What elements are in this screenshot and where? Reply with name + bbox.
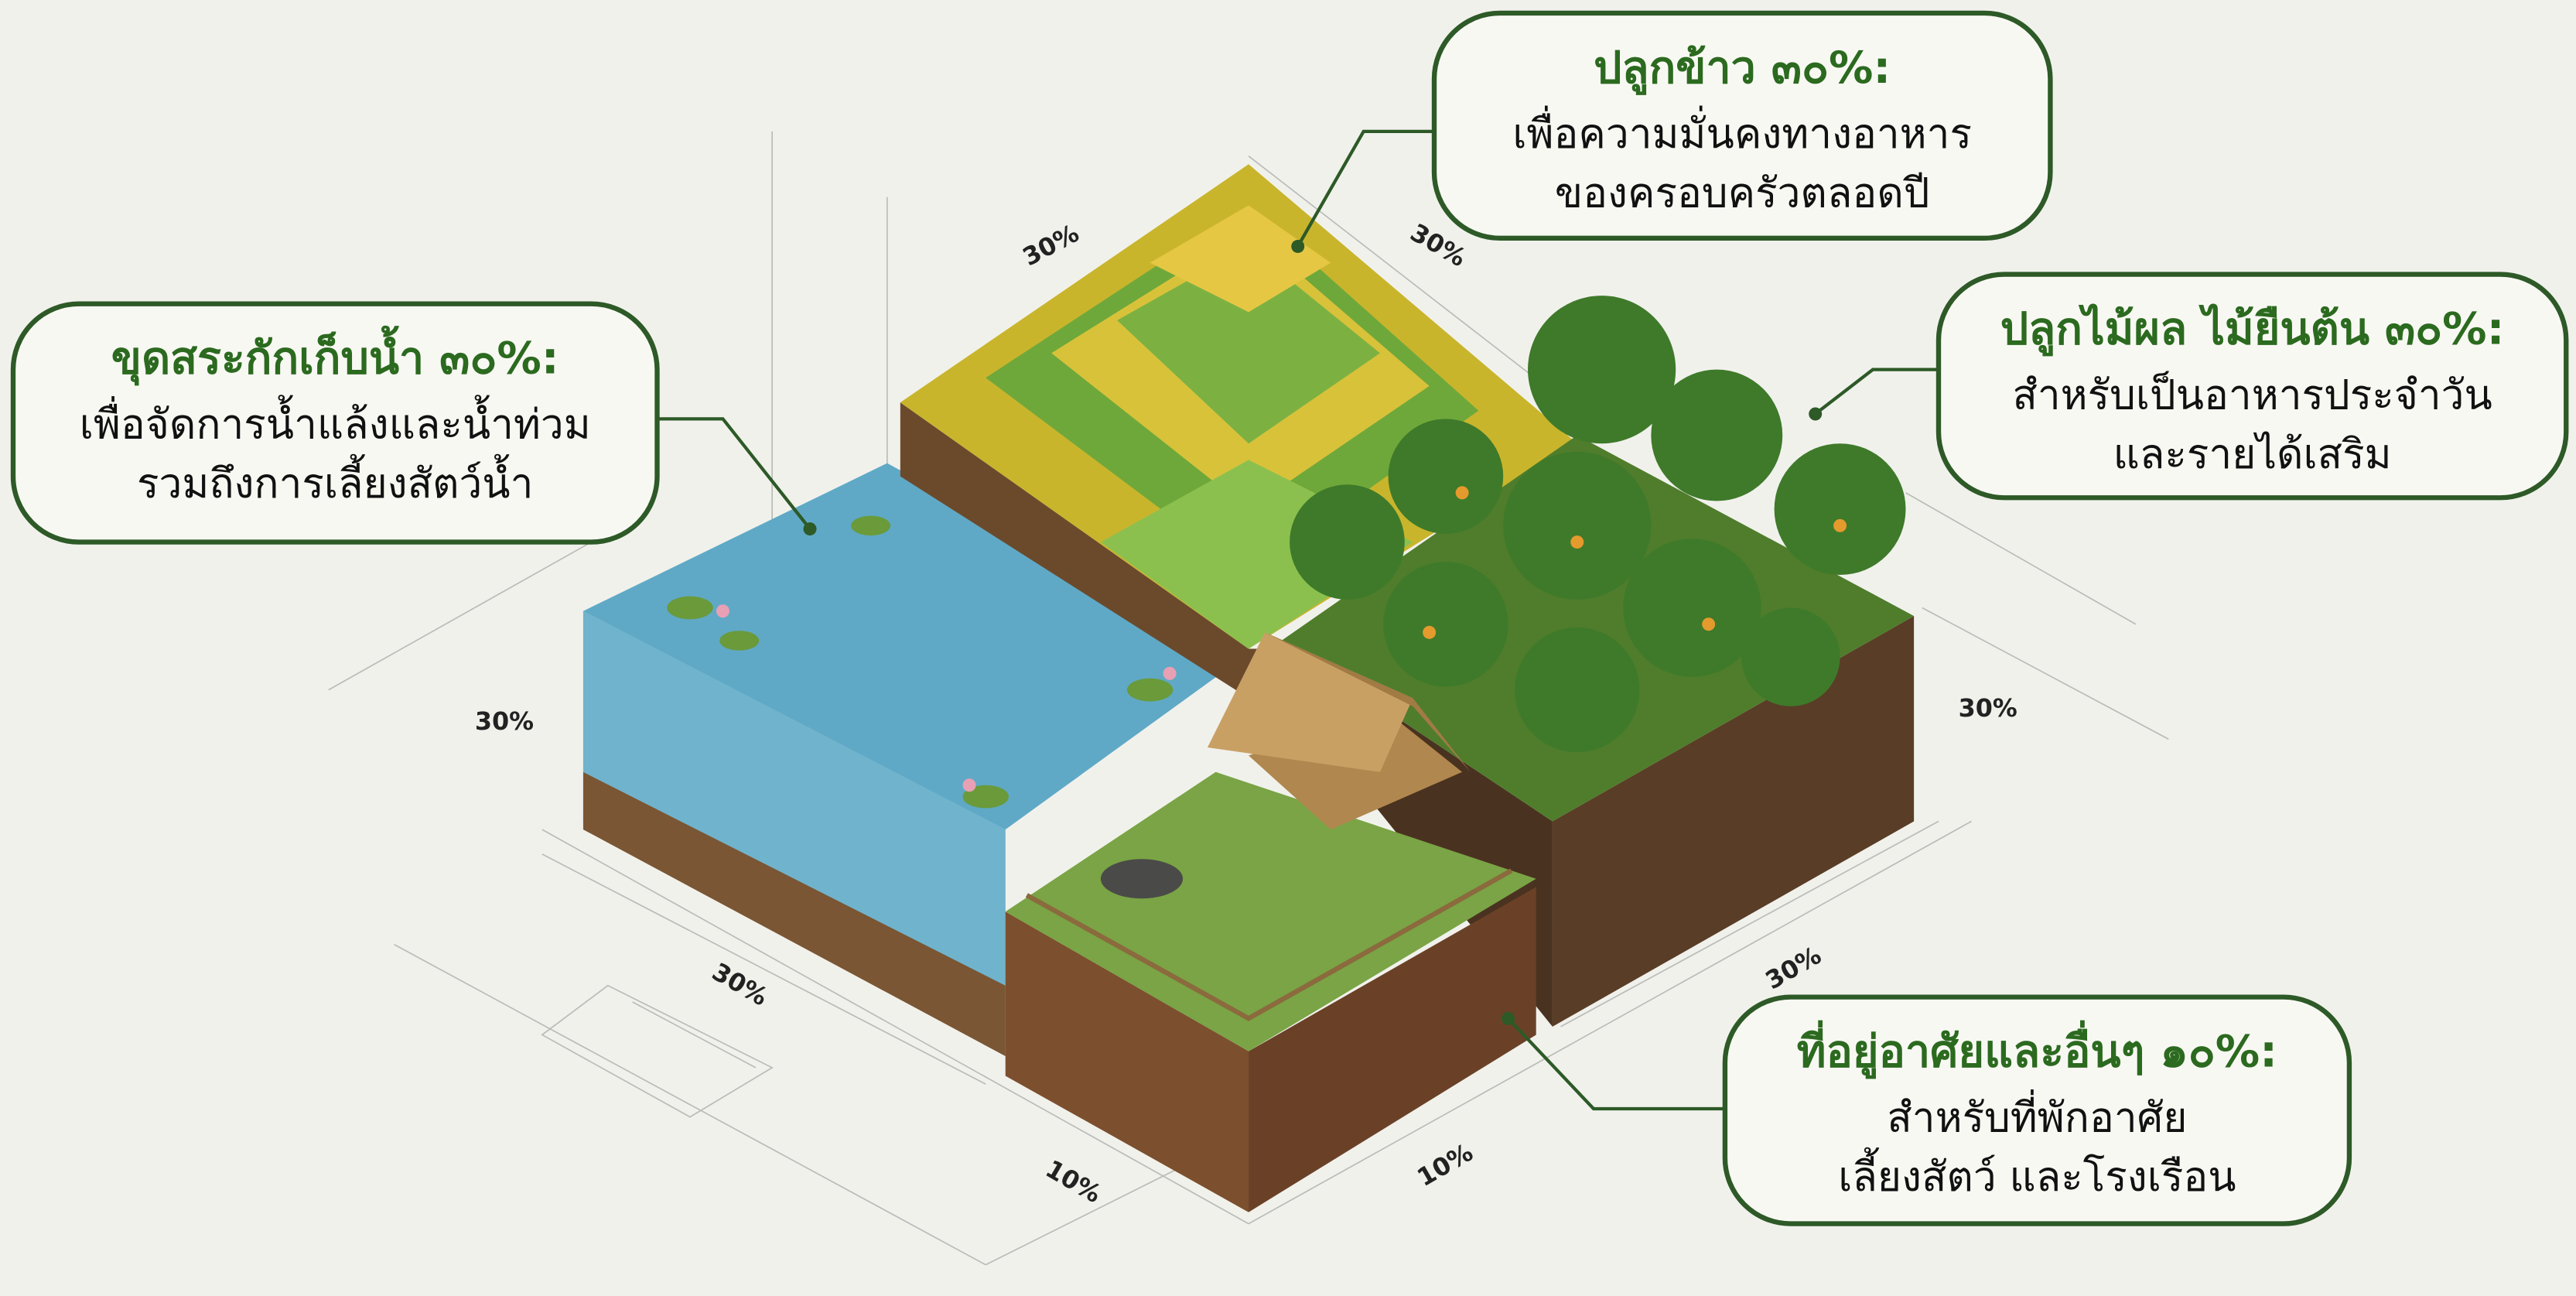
dimension-label: 30% bbox=[475, 706, 534, 736]
callout-title: ปลูกข้าว ๓๐%: bbox=[1594, 42, 1891, 95]
callout-title: ที่อยู่อาศัยและอื่นๆ ๑๐%: bbox=[1797, 1021, 2277, 1079]
callout-title: ขุดสระกักเก็บน้ำ ๓๐%: bbox=[111, 326, 559, 387]
callout-text: เพื่อความมั่นคงทางอาหาร bbox=[1512, 105, 1972, 158]
leader-dot bbox=[1291, 240, 1304, 253]
page: 30%30%30%30%30%30%10%10% ปลูกข้าว ๓๐%:เพ… bbox=[0, 0, 2576, 1296]
callout-text: ของครอบครัวตลอดปี bbox=[1555, 169, 1930, 217]
leader-dot bbox=[1502, 1012, 1515, 1025]
callout-text: สำหรับเป็นอาหารประจำวัน bbox=[2012, 370, 2492, 419]
callout-title: ปลูกไม้ผล ไม้ยืนต้น ๓๐%: bbox=[2000, 303, 2505, 356]
callout-text: สำหรับที่พักอาศัย bbox=[1887, 1089, 2187, 1141]
dimension-label: 30% bbox=[1959, 693, 2017, 723]
leader-dot bbox=[804, 522, 817, 535]
callout-text: รวมถึงการเลี้ยงสัตว์น้ำ bbox=[137, 454, 533, 508]
leader-dot bbox=[1809, 407, 1822, 420]
callout-text: เลี้ยงสัตว์ และโรงเรือน bbox=[1838, 1147, 2236, 1201]
callout-text: เพื่อจัดการน้ำแล้งและน้ำท่วม bbox=[80, 395, 591, 449]
callout-text: และรายได้เสริม bbox=[2113, 430, 2392, 478]
diagram: 30%30%30%30%30%30%10%10% ปลูกข้าว ๓๐%:เพ… bbox=[0, 0, 2576, 1296]
